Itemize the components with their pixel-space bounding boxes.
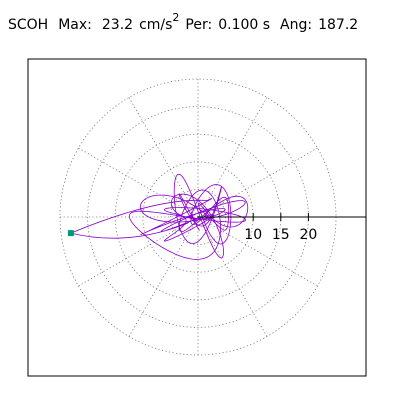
radial-tick-label-10: 10 bbox=[244, 227, 262, 243]
per-value: 0.100 s bbox=[218, 16, 271, 33]
ang-value: 187.2 bbox=[318, 16, 359, 33]
grid-spoke-6 bbox=[78, 147, 199, 218]
grid-spoke-5 bbox=[128, 97, 199, 218]
figure-header: SCOH Max: 23.2 cm/s2 Per: 0.100 s Ang: 187.2 bbox=[8, 11, 359, 33]
max-unit-text: cm/s bbox=[139, 16, 173, 33]
max-unit: cm/s2 bbox=[139, 11, 180, 33]
radial-tick-label-15: 15 bbox=[272, 227, 290, 243]
radial-axis bbox=[198, 213, 366, 221]
max-label: Max: bbox=[58, 16, 92, 33]
grid-spoke-11 bbox=[197, 216, 268, 337]
station-code: SCOH bbox=[8, 16, 49, 33]
grid-spoke-8 bbox=[78, 216, 199, 287]
radial-tick-label-20: 20 bbox=[299, 227, 317, 243]
max-unit-exponent: 2 bbox=[172, 11, 180, 24]
per-label: Per: bbox=[185, 16, 213, 33]
grid-spoke-12 bbox=[197, 216, 318, 287]
max-marker-group bbox=[67, 230, 74, 237]
motion-trace-path bbox=[70, 173, 249, 260]
motion-trace bbox=[70, 173, 249, 260]
grid-spoke-3 bbox=[197, 97, 268, 218]
ang-label: Ang: bbox=[280, 16, 313, 33]
radial-tick-labels: 10 15 20 bbox=[244, 227, 317, 243]
max-value: 23.2 bbox=[101, 16, 134, 33]
grid-spoke-9 bbox=[128, 216, 199, 337]
grid-spoke-2 bbox=[197, 147, 318, 218]
max-amplitude-marker bbox=[67, 230, 74, 237]
